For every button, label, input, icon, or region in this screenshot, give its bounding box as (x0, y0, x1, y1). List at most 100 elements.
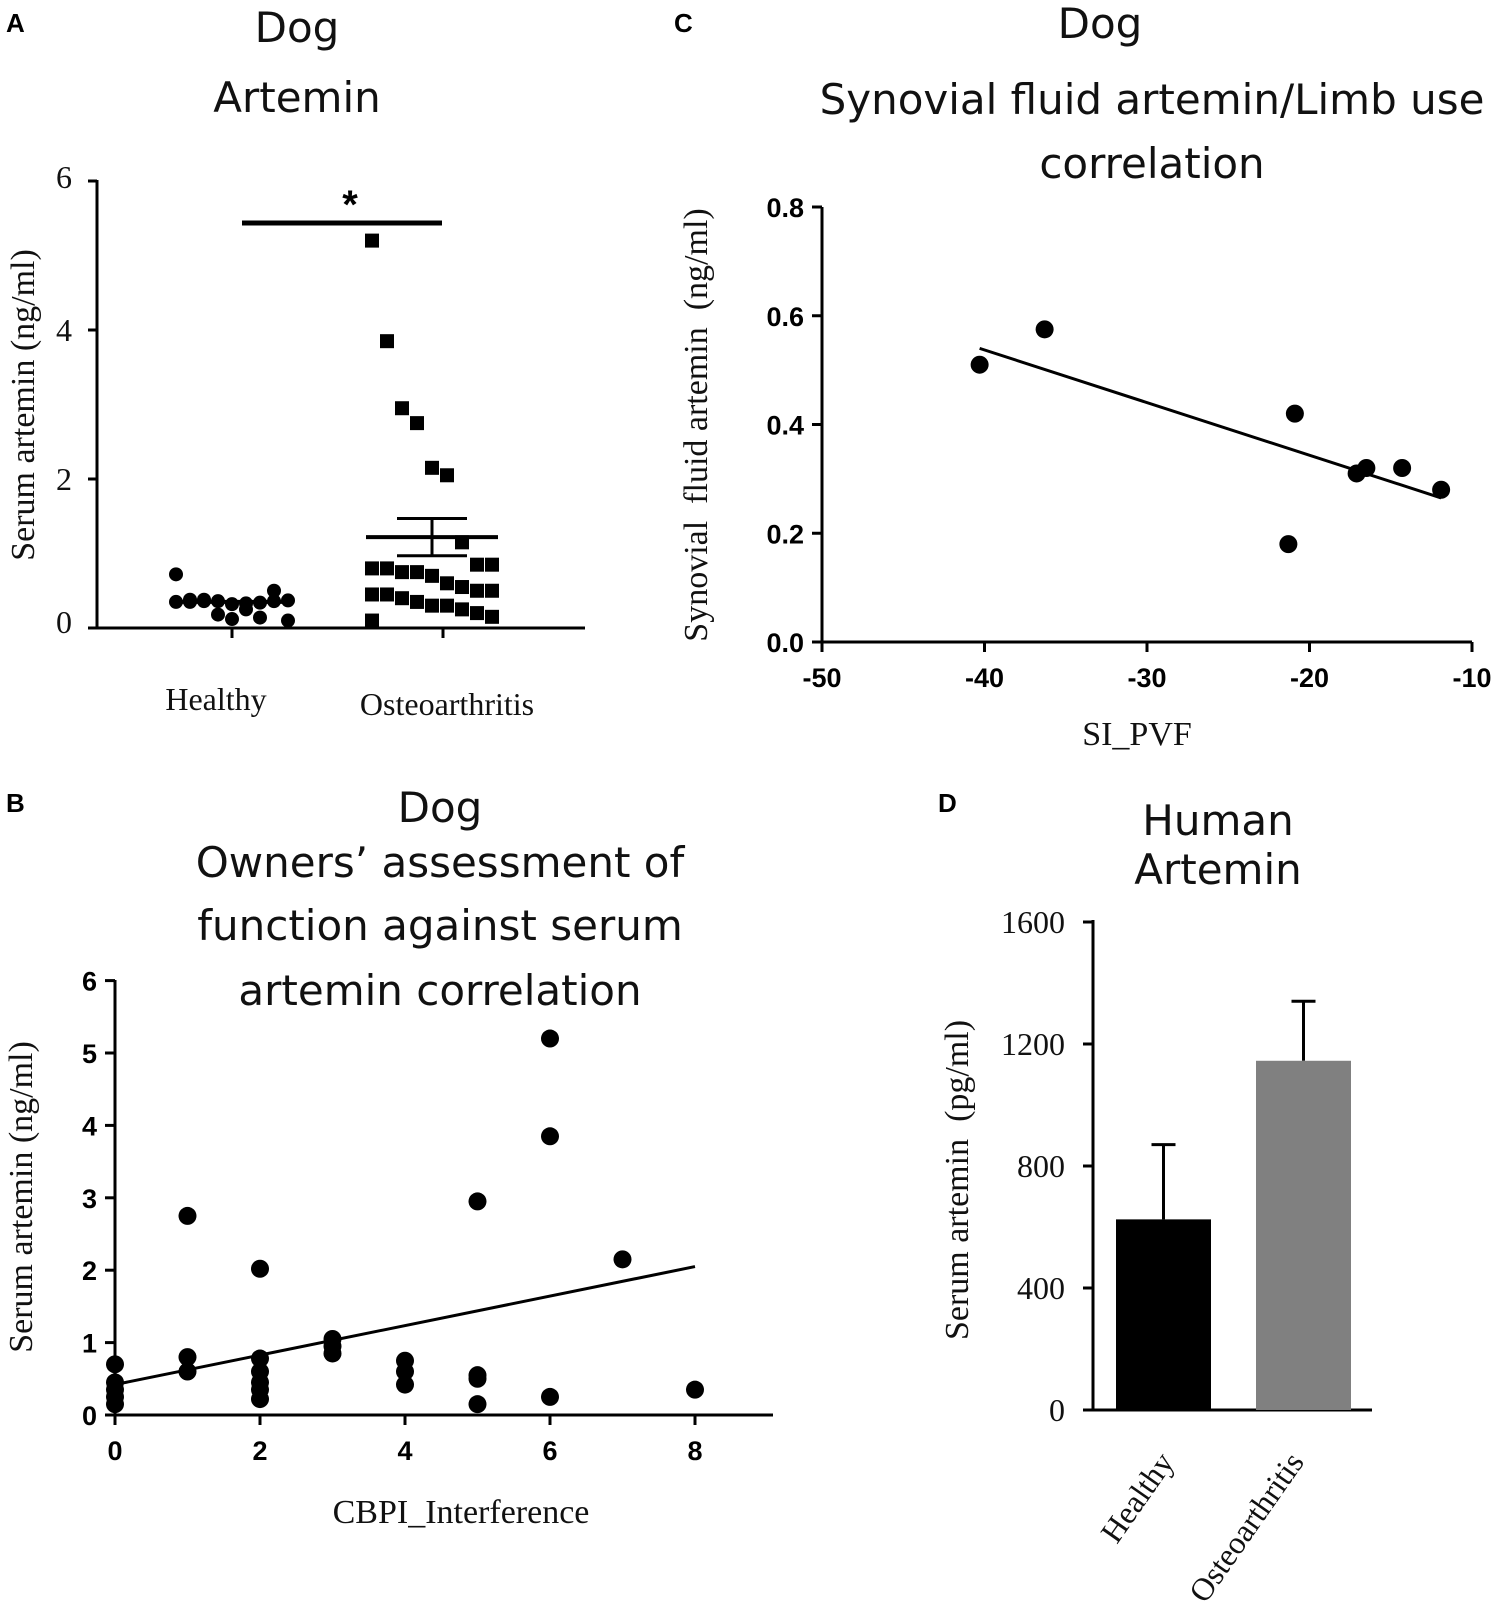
panel-c: C Dog Synovial fluid artemin/Limb use co… (674, 0, 1492, 753)
panel-d-category-label: Osteoarthritis (1181, 1445, 1310, 1608)
panel-b-y-tick-label: 0 (82, 1401, 97, 1431)
panel-a-point-osteoarthritis (365, 587, 379, 602)
panel-b-x-tick-label: 8 (687, 1436, 702, 1466)
panel-a-point-osteoarthritis (380, 561, 394, 576)
panel-a-point-osteoarthritis (440, 576, 454, 591)
panel-a-point-osteoarthritis (395, 591, 409, 606)
panel-b-ticks: 0 2 4 6 8 0 1 2 3 4 5 6 (82, 967, 703, 1466)
panel-b-y-tick-label: 3 (82, 1184, 97, 1214)
panel-a-point-healthy (225, 597, 239, 612)
panel-d: D Human Artemin 0 400 800 1200 1600 Serum ar… (938, 788, 1372, 1609)
panel-b-point (396, 1375, 414, 1394)
panel-a-point-osteoarthritis (380, 334, 394, 349)
panel-a-y-tick-label: 6 (56, 159, 72, 195)
panel-a-point-osteoarthritis (395, 401, 409, 416)
panel-b-title-line-1: Dog (398, 783, 483, 832)
panel-b-points (106, 1029, 704, 1414)
panel-a-point-osteoarthritis (485, 609, 499, 624)
panel-a-point-healthy (239, 602, 253, 617)
panel-b-title-line-2: Owners’ assessment of (196, 838, 686, 887)
panel-a-significance-star: * (342, 183, 358, 227)
panel-b-point (686, 1380, 704, 1399)
panel-a-point-osteoarthritis (440, 468, 454, 483)
panel-c-x-tick-label: -50 (802, 663, 841, 693)
panel-d-y-tick-label: 400 (1017, 1270, 1065, 1306)
panel-b-y-tick-label: 4 (82, 1111, 97, 1141)
panel-c-fit-line (979, 346, 1442, 500)
panel-c-point (1393, 459, 1412, 477)
panel-b-point (541, 1387, 559, 1406)
panel-a-point-healthy (225, 612, 239, 627)
panel-b-x-tick-label: 6 (542, 1436, 557, 1466)
panel-a-point-osteoarthritis (470, 557, 484, 572)
panel-d-y-tick-label: 1200 (1001, 1026, 1065, 1062)
panel-b-point (251, 1349, 269, 1368)
panel-d-bar-healthy (1116, 1219, 1211, 1410)
panel-a-y-tick-label: 2 (56, 461, 72, 497)
panel-a-y-tick-label: 4 (56, 312, 72, 348)
panel-label-b: B (6, 788, 25, 818)
panel-a-point-osteoarthritis (470, 583, 484, 598)
panel-c-x-tick-label: -30 (1127, 663, 1166, 693)
panel-d-y-axis-title: Serum artemin (pg/ml) (939, 1020, 976, 1340)
panel-b-point (541, 1029, 559, 1048)
panel-c-point (1432, 480, 1451, 499)
panel-c-y-axis-title: Synovial fluid artemin (ng/ml) (678, 208, 715, 641)
panel-a-y-tick-label: 0 (56, 604, 72, 640)
panel-b-point (178, 1362, 197, 1381)
panel-b-point (468, 1395, 487, 1414)
panel-b-point (541, 1127, 559, 1146)
panel-c-y-tick-label: 0.6 (766, 302, 804, 332)
panel-b-y-tick-label: 5 (82, 1039, 97, 1069)
panel-b-point (323, 1344, 342, 1363)
panel-a-title-line-1: Dog (255, 3, 340, 52)
panel-a-point-osteoarthritis (425, 568, 439, 583)
panel-a-point-osteoarthritis (410, 565, 424, 580)
panel-a-point-osteoarthritis (455, 602, 469, 617)
panel-a-point-osteoarthritis (410, 594, 424, 609)
panel-a-y-axis-title: Serum artemin (ng/ml) (5, 249, 42, 561)
panel-c-y-tick-label: 0.0 (766, 628, 804, 658)
panel-b-title-line-4: artemin correlation (238, 966, 641, 1015)
panel-a-point-osteoarthritis (380, 587, 394, 602)
panel-a-point-healthy (267, 583, 281, 598)
panel-c-x-tick-label: -40 (965, 663, 1004, 693)
panel-c-title-line-2: Synovial fluid artemin/Limb use (820, 75, 1485, 124)
panel-c-x-tick-label: -10 (1452, 663, 1491, 693)
panel-b-y-tick-label: 1 (82, 1329, 97, 1359)
panel-a: A Dog Artemin 0 2 4 6 Healthy Osteoarthr… (5, 3, 585, 722)
panel-b-point (178, 1348, 197, 1367)
panel-a-point-osteoarthritis (485, 557, 499, 572)
panel-a-point-healthy (253, 610, 267, 625)
panel-a-point-osteoarthritis (485, 583, 499, 598)
panel-label-a: A (6, 8, 25, 38)
panel-b-point (106, 1395, 124, 1414)
panel-b-point (468, 1369, 487, 1388)
panel-c-point (1357, 459, 1376, 477)
panel-d-category-label: Healthy (1093, 1445, 1181, 1549)
panel-a-point-osteoarthritis (455, 580, 469, 595)
panel-b-x-tick-label: 0 (107, 1436, 122, 1466)
panel-c-points (970, 320, 1451, 554)
panel-b-y-axis-title: Serum artemin (ng/ml) (3, 1041, 40, 1353)
panel-a-category-label: Osteoarthritis (360, 686, 534, 722)
panel-b-point (396, 1362, 414, 1381)
panel-c-point (1285, 404, 1304, 423)
panel-c-x-axis-title: SI_PVF (1082, 716, 1192, 753)
panel-b-x-tick-label: 2 (252, 1436, 267, 1466)
panel-b-title-line-3: function against serum (197, 901, 683, 950)
panel-b-x-axis-title: CBPI_Interference (333, 1494, 590, 1531)
panel-a-point-osteoarthritis (365, 613, 379, 628)
panel-b-y-tick-label: 6 (82, 967, 97, 997)
panel-c-ticks: -50 -40 -30 -20 -10 0.0 0.2 0.4 0.6 0.8 (766, 193, 1491, 693)
panel-b-fit-line (114, 1265, 696, 1387)
panel-a-title-line-2: Artemin (213, 73, 381, 122)
panel-b-x-tick-label: 4 (397, 1436, 412, 1466)
panel-c-x-tick-label: -20 (1290, 663, 1329, 693)
panel-c-title-line-3: correlation (1039, 139, 1264, 188)
panel-a-point-osteoarthritis (410, 416, 424, 431)
panel-a-category-label: Healthy (165, 681, 266, 717)
panel-a-point-healthy (281, 613, 295, 628)
panel-a-points (169, 233, 499, 628)
